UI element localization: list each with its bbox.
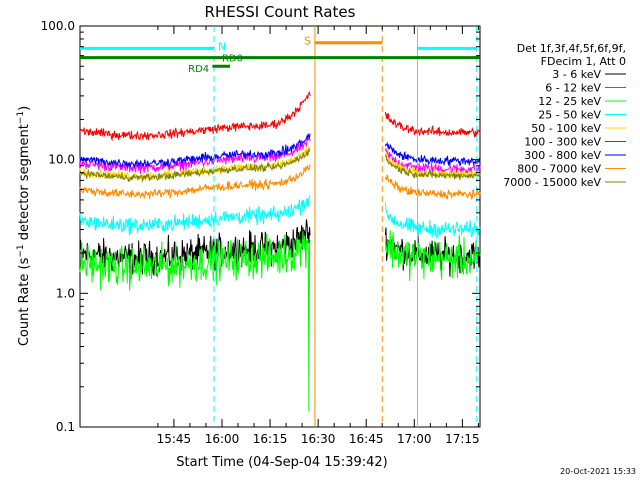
y-axis-label: Count Rate (s−1 detector segment−1) xyxy=(16,106,32,346)
y-axis-label-sup2: −1 xyxy=(16,111,26,124)
legend-label: 50 - 100 keV xyxy=(531,122,601,135)
y-axis-label-mid: detector segment xyxy=(17,124,32,244)
x-tick-label: 16:30 xyxy=(301,432,336,446)
y-axis-label-sup1: −1 xyxy=(16,244,26,257)
legend-label: 100 - 300 keV xyxy=(524,136,601,149)
plot-frame xyxy=(79,25,481,428)
state-bar-label: N xyxy=(218,40,226,53)
chart-title: RHESSI Count Rates xyxy=(205,3,356,21)
series-line-25-50-keV-post xyxy=(384,202,481,239)
footer-timestamp: 20-Oct-2021 15:33 xyxy=(560,467,636,476)
x-tick-label: 17:00 xyxy=(397,432,432,446)
legend-label: 12 - 25 keV xyxy=(538,95,601,108)
series-line-300-800-keV-pre xyxy=(79,133,311,169)
legend-label: 3 - 6 keV xyxy=(552,68,601,81)
x-tick-label: 16:00 xyxy=(205,432,240,446)
y-axis-label-end: ) xyxy=(17,106,32,111)
y-axis-label-main: Count Rate (s xyxy=(17,257,32,346)
state-bar-label: S xyxy=(304,35,311,48)
plot-area: N S RD0 RD4 xyxy=(79,25,481,428)
series-line-800-7000-keV-post xyxy=(384,174,481,200)
annotation-rd0: RD0 xyxy=(222,54,243,65)
y-axis: 0.1 1.0 10.0 100.0 xyxy=(41,19,480,434)
legend-header-line-2: FDecim 1, Att 0 xyxy=(541,55,626,68)
legend-label: 7000 - 15000 keV xyxy=(503,176,601,189)
x-axis-label: Start Time (04-Sep-04 15:39:42) xyxy=(176,455,387,470)
y-tick-label: 1.0 xyxy=(56,286,75,300)
x-tick-label: 15:45 xyxy=(157,432,192,446)
y-tick-label: 0.1 xyxy=(56,420,75,434)
annotation-rd4: RD4 xyxy=(188,64,209,75)
series-line-12-25-keV-pre xyxy=(79,230,311,412)
series-line-25-50-keV-pre xyxy=(79,195,311,236)
x-axis: 15:45 16:00 16:15 16:30 16:45 17:00 17:15 xyxy=(157,26,480,446)
legend: Det 1f,3f,4f,5f,6f,9f, FDecim 1, Att 0 3… xyxy=(503,42,626,189)
x-tick-label: 17:15 xyxy=(445,432,480,446)
legend-label: 300 - 800 keV xyxy=(524,149,601,162)
series-line-7000-15000-keV-pre xyxy=(79,148,311,183)
series-line-100-300-keV-post xyxy=(384,112,481,138)
y-tick-label: 100.0 xyxy=(41,19,75,33)
series-layer xyxy=(79,90,481,412)
series-line-300-800-keV-post xyxy=(384,141,481,167)
series-line-12-25-keV-post xyxy=(384,230,481,282)
y-tick-label: 10.0 xyxy=(48,153,75,167)
x-tick-label: 16:45 xyxy=(349,432,384,446)
series-line-800-7000-keV-pre xyxy=(79,164,311,200)
series-line-6-12-keV-pre xyxy=(79,136,311,174)
legend-header-line-1: Det 1f,3f,4f,5f,6f,9f, xyxy=(517,42,626,55)
attenuator-bars: N S RD0 RD4 xyxy=(80,35,480,75)
vertical-markers xyxy=(213,26,478,427)
legend-label: 6 - 12 keV xyxy=(545,82,601,95)
legend-label: 800 - 7000 keV xyxy=(517,163,601,176)
series-line-100-300-keV-pre xyxy=(79,90,311,142)
legend-label: 25 - 50 keV xyxy=(538,109,601,122)
x-tick-label: 16:15 xyxy=(253,432,288,446)
series-line-7000-15000-keV-post xyxy=(384,154,481,181)
